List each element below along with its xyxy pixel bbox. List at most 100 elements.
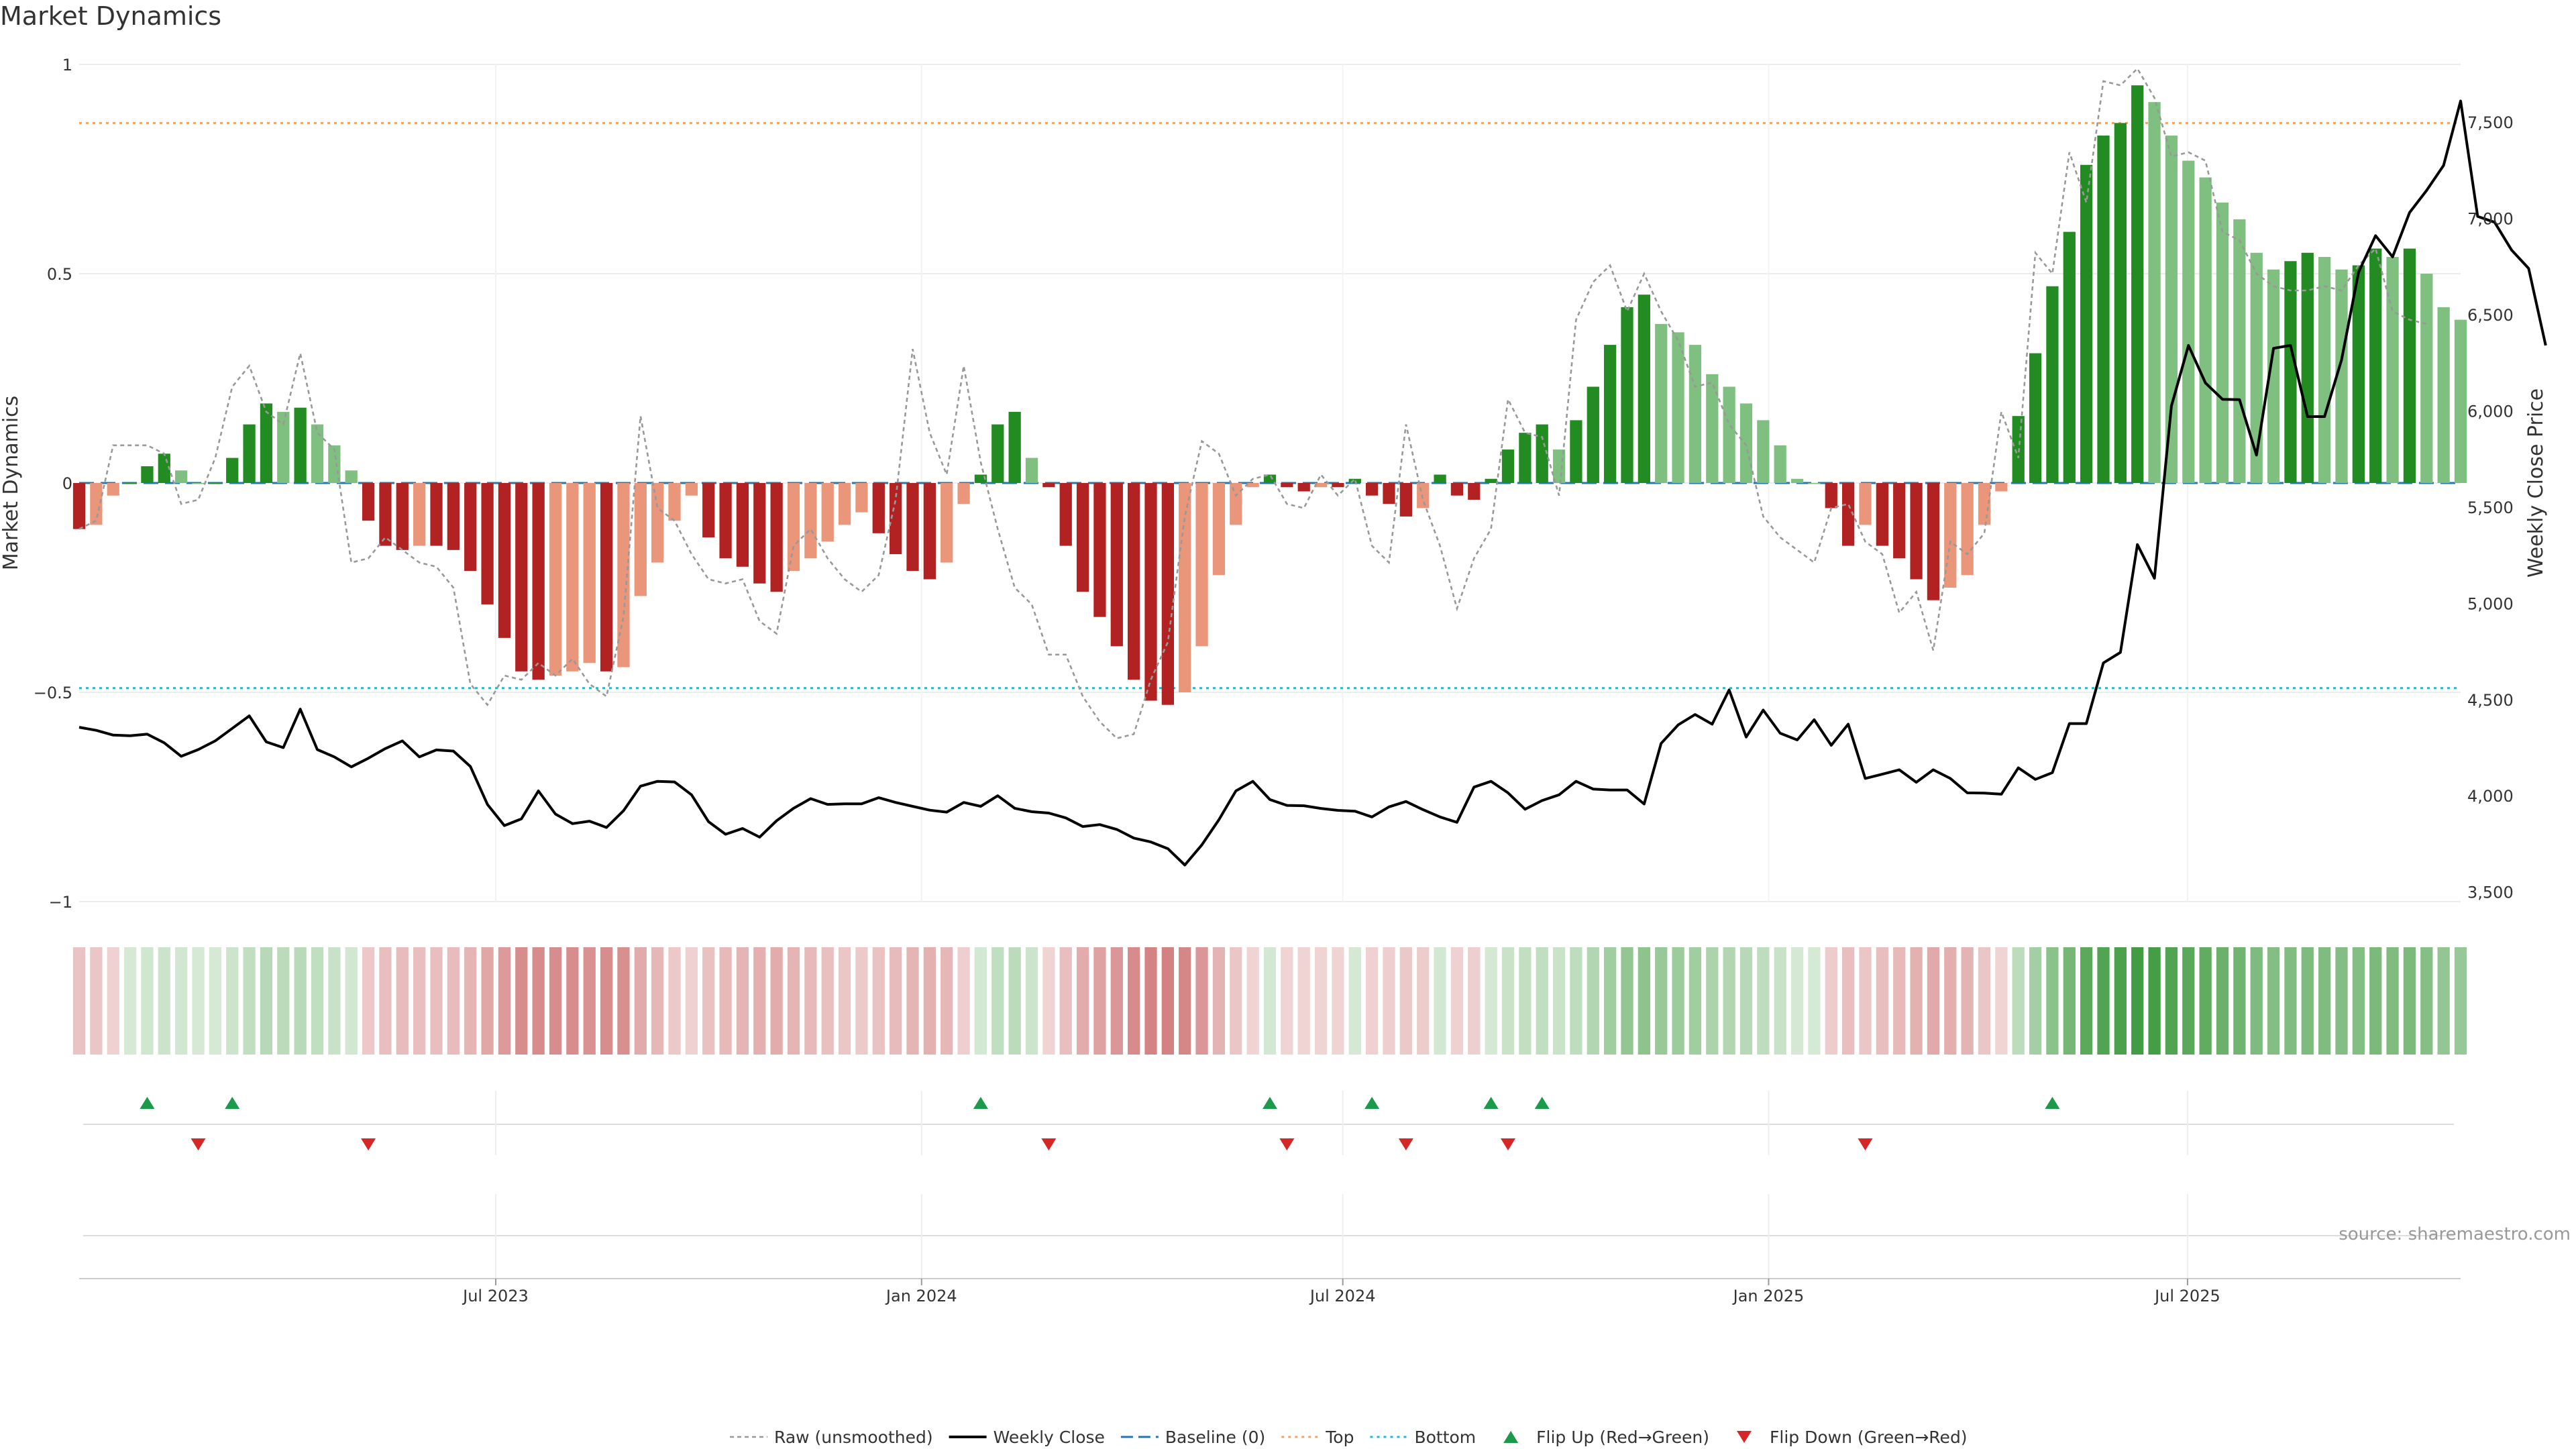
heat-cell	[2301, 947, 2314, 1055]
heat-cell	[1723, 947, 1735, 1055]
dynamics-bar	[2131, 85, 2144, 483]
heat-cell	[1604, 947, 1617, 1055]
legend-label: Raw (unsmoothed)	[774, 1428, 933, 1447]
heat-cell	[1212, 947, 1226, 1055]
heat-cell	[890, 947, 902, 1055]
heat-cell	[141, 947, 154, 1055]
heat-cell	[447, 947, 460, 1055]
heat-cell	[1093, 947, 1106, 1055]
dynamics-bar	[923, 483, 936, 580]
flip-up-marker	[225, 1097, 240, 1109]
heat-cell	[1995, 947, 2008, 1055]
heat-cell	[1450, 947, 1464, 1055]
dynamics-bar	[243, 424, 256, 483]
dynamics-bar	[345, 470, 358, 483]
y-tick-label: −1	[49, 893, 72, 912]
heat-cell	[158, 947, 170, 1055]
legend-label: Top	[1325, 1428, 1354, 1447]
dynamics-bar	[1757, 420, 1770, 483]
dynamics-bar	[413, 483, 426, 546]
dynamics-bar	[1876, 483, 1888, 546]
dynamics-bar	[90, 483, 103, 525]
heat-cell	[1587, 947, 1599, 1055]
flip-down-marker	[361, 1138, 376, 1150]
heat-cell	[1161, 947, 1174, 1055]
dynamics-bar	[2454, 319, 2467, 483]
dynamics-bar	[872, 483, 885, 533]
heat-cell	[600, 947, 613, 1055]
legend-item: Weekly Close	[949, 1428, 1105, 1447]
heat-cell	[379, 947, 392, 1055]
dynamics-bar	[2165, 136, 2178, 483]
heat-cell	[872, 947, 885, 1055]
raw-series	[78, 67, 2427, 740]
dynamics-bar	[1944, 483, 1957, 588]
dynamics-bar	[941, 483, 953, 563]
legend-flip-up-symbol	[1503, 1431, 1519, 1443]
dynamics-bar	[1842, 483, 1855, 546]
heat-cell	[1790, 947, 1804, 1055]
heat-cell	[226, 947, 239, 1055]
dynamics-bar	[1297, 483, 1310, 492]
flip-down-marker	[1501, 1138, 1515, 1150]
dynamics-bar	[1604, 345, 1617, 483]
dynamics-bar	[175, 470, 188, 483]
dynamics-bar	[890, 483, 902, 555]
legend-item: Flip Down (Green→Red)	[1737, 1428, 1968, 1447]
heat-cell	[294, 947, 307, 1055]
heat-cell	[2114, 947, 2127, 1055]
heat-cell	[1076, 947, 1089, 1055]
dynamics-bar	[855, 483, 868, 513]
heat-cell	[1944, 947, 1957, 1055]
dynamics-bar	[192, 483, 205, 484]
heat-cell	[2080, 947, 2093, 1055]
heat-cell	[1144, 947, 1157, 1055]
y2-tick-label: 7,500	[2467, 113, 2514, 132]
dynamics-bar	[583, 483, 596, 663]
heat-cell	[668, 947, 681, 1055]
dynamics-bar	[991, 424, 1004, 483]
heat-cell	[2386, 947, 2399, 1055]
dynamics-bar	[600, 483, 613, 672]
dynamics-bar	[1093, 483, 1106, 617]
dynamics-bar	[2114, 123, 2127, 484]
y2-tick-label: 6,500	[2467, 306, 2514, 325]
heat-cell	[1570, 947, 1582, 1055]
chart-title: Market Dynamics	[0, 1, 222, 31]
flip-down-marker	[1858, 1138, 1873, 1150]
dynamics-bar	[1536, 424, 1548, 483]
dynamics-bar	[1570, 420, 1582, 483]
heat-cell	[1757, 947, 1770, 1055]
dynamics-bar	[668, 483, 681, 521]
heat-cell	[1434, 947, 1446, 1055]
flip-up-marker	[1534, 1097, 1550, 1109]
y2-tick-label: 3,500	[2467, 883, 2514, 902]
y2-tick-label: 4,500	[2467, 691, 2514, 710]
dynamics-bar	[1978, 483, 1991, 525]
dynamics-bar	[498, 483, 511, 638]
dynamics-bar	[311, 424, 324, 483]
legend-item: Raw (unsmoothed)	[730, 1428, 933, 1447]
dynamics-bar	[1161, 483, 1174, 705]
heat-cell	[345, 947, 358, 1055]
dynamics-bar	[634, 483, 647, 596]
dynamics-bar	[1587, 386, 1599, 483]
dynamics-bar	[1042, 483, 1055, 488]
heat-cell	[941, 947, 953, 1055]
heat-cell	[821, 947, 834, 1055]
dynamics-bar	[141, 466, 154, 483]
dynamics-bar	[1314, 483, 1328, 488]
dynamics-bar	[1450, 483, 1464, 496]
heat-cell	[787, 947, 800, 1055]
dynamics-bar	[1059, 483, 1072, 546]
heat-cell	[464, 947, 477, 1055]
heat-cell	[906, 947, 919, 1055]
heat-cell	[702, 947, 715, 1055]
dynamics-bar	[2386, 257, 2399, 483]
dynamics-bar	[1621, 307, 1633, 483]
dynamics-bar	[209, 483, 221, 484]
flip-down-marker	[191, 1138, 206, 1150]
heat-cell	[192, 947, 205, 1055]
dynamics-bar	[1128, 483, 1140, 680]
